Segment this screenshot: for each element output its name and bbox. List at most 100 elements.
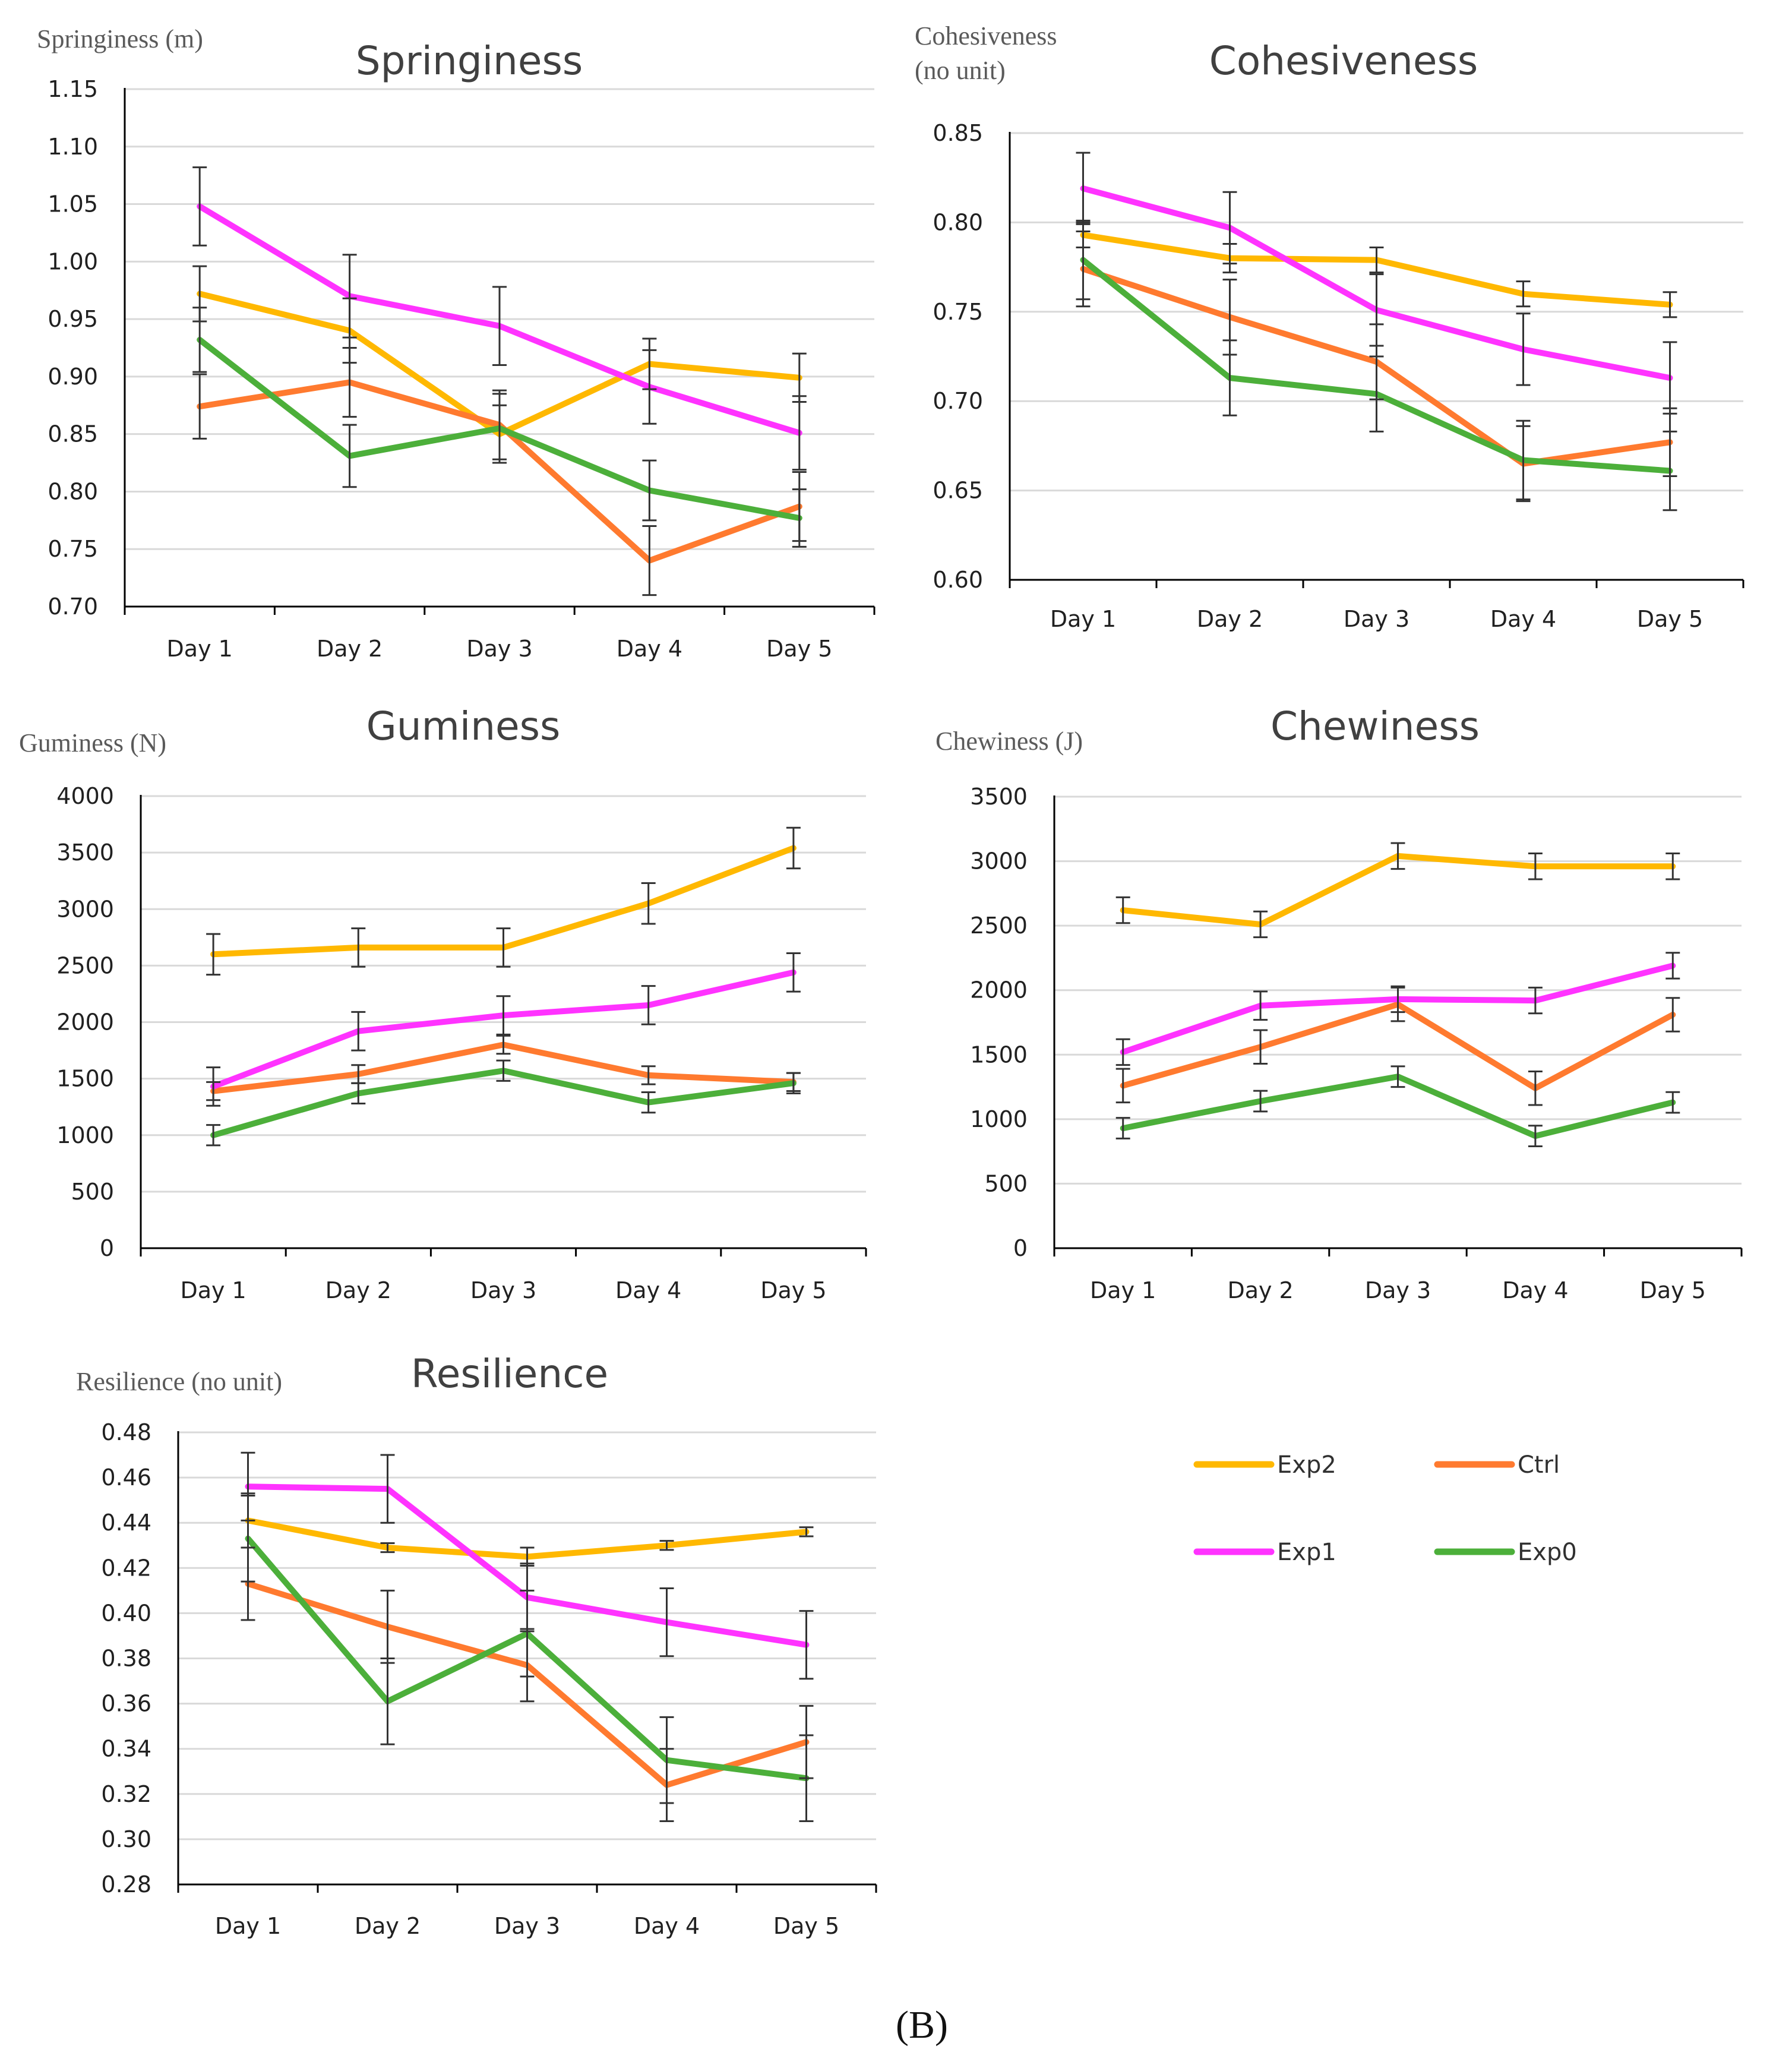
guminess-errorbar-exp2 <box>351 927 366 968</box>
springiness-errorbar-exp1 <box>342 254 357 339</box>
chewiness-errorbar-exp2 <box>1665 853 1680 880</box>
guminess-errorbar-exp0 <box>786 1072 801 1094</box>
guminess-ytick-label: 2500 <box>56 952 114 978</box>
cohesiveness-errorbar-exp1 <box>1663 341 1677 415</box>
chewiness-errorbar-exp1 <box>1115 1038 1130 1066</box>
cohesiveness-errorbar-exp0 <box>1222 339 1237 416</box>
cohesiveness-title: Cohesiveness <box>1209 38 1478 84</box>
springiness-errorbar-exp0 <box>642 459 657 522</box>
chewiness-ytick-label: 0 <box>1013 1235 1028 1261</box>
guminess-xtick-label: Day 4 <box>615 1277 681 1303</box>
guminess-ylabel: Guminess (N) <box>19 728 166 757</box>
resilience-ytick-label: 0.38 <box>101 1646 151 1672</box>
cohesiveness-ytick-label: 0.65 <box>933 478 983 504</box>
guminess-errorbar-exp1 <box>351 1011 366 1052</box>
springiness-title: Springiness <box>356 38 583 84</box>
guminess-ytick-label: 0 <box>100 1235 114 1261</box>
resilience-xtick-label: Day 3 <box>494 1913 560 1939</box>
legend-label: Ctrl <box>1518 1451 1560 1479</box>
resilience-errorbar-exp0 <box>241 1495 255 1583</box>
cohesiveness-errorbar-exp0 <box>1369 355 1384 432</box>
guminess-xtick-label: Day 2 <box>325 1277 391 1303</box>
cohesiveness-errorbar-exp1 <box>1222 191 1237 265</box>
resilience-ytick-label: 0.40 <box>101 1600 151 1626</box>
guminess-ytick-label: 4000 <box>56 783 114 809</box>
chewiness-ytick-label: 500 <box>984 1170 1028 1196</box>
guminess-errorbar-exp1 <box>206 1066 221 1107</box>
springiness-ytick-label: 0.90 <box>48 364 98 390</box>
cohesiveness-errorbar-exp0 <box>1076 219 1091 301</box>
resilience-ylabel: Resilience (no unit) <box>76 1367 282 1396</box>
chewiness-xtick-label: Day 2 <box>1227 1277 1293 1303</box>
guminess-xtick-label: Day 3 <box>470 1277 536 1303</box>
guminess-errorbar-exp2 <box>496 927 511 968</box>
chewiness-title: Chewiness <box>1270 703 1480 749</box>
cohesiveness-errorbar-exp1 <box>1369 273 1384 347</box>
guminess-ytick-label: 3500 <box>56 839 114 866</box>
chewiness-errorbar-exp1 <box>1665 952 1680 980</box>
chewiness-errorbar-exp0 <box>1115 1117 1130 1139</box>
resilience-errorbar-exp0 <box>520 1589 535 1678</box>
guminess-errorbar-exp2 <box>786 826 801 870</box>
cohesiveness-errorbar-exp2 <box>1663 291 1677 318</box>
springiness-errorbar-ctrl <box>342 347 357 418</box>
guminess-errorbar-exp1 <box>641 985 656 1025</box>
resilience-xtick-label: Day 1 <box>215 1913 281 1939</box>
cohesiveness-errorbar-exp0 <box>1516 419 1531 501</box>
springiness-errorbar-exp0 <box>792 488 807 548</box>
guminess-xtick-label: Day 5 <box>760 1277 826 1303</box>
cohesiveness-ylabel: (no unit) <box>915 56 1006 85</box>
springiness-xtick-label: Day 2 <box>317 636 383 662</box>
springiness-errorbar-exp0 <box>192 307 207 373</box>
cohesiveness-xtick-label: Day 4 <box>1490 606 1556 632</box>
cohesiveness-xtick-label: Day 2 <box>1197 606 1263 632</box>
springiness-errorbar-exp1 <box>792 395 807 471</box>
legend-item-ctrl: Ctrl <box>1434 1451 1560 1479</box>
cohesiveness-ytick-label: 0.70 <box>933 388 983 414</box>
guminess-errorbar-exp0 <box>351 1082 366 1104</box>
guminess-ytick-label: 1000 <box>56 1122 114 1148</box>
resilience-errorbar-exp0 <box>799 1734 814 1822</box>
chewiness-ytick-label: 3500 <box>970 784 1028 810</box>
resilience-errorbar-exp0 <box>380 1658 395 1745</box>
springiness-errorbar-exp1 <box>642 349 657 425</box>
cohesiveness-xtick-label: Day 5 <box>1637 606 1703 632</box>
chewiness-ytick-label: 2500 <box>970 913 1028 939</box>
springiness-ylabel: Springiness (m) <box>37 24 203 53</box>
legend: Exp2 Ctrl Exp1 Exp0 <box>1193 1451 1577 1566</box>
chewiness-chart: Chewiness Chewiness (J) 0 500 1000 1500 2000 25… <box>935 703 1743 1303</box>
springiness-ytick-label: 1.05 <box>48 191 98 217</box>
cohesiveness-ytick-label: 0.80 <box>933 209 983 235</box>
chewiness-ytick-label: 2000 <box>970 977 1028 1003</box>
guminess-errorbar-exp0 <box>641 1091 656 1114</box>
chewiness-errorbar-exp2 <box>1528 853 1543 880</box>
springiness-xtick-label: Day 5 <box>766 636 832 662</box>
guminess-xtick-label: Day 1 <box>180 1277 246 1303</box>
guminess-ytick-label: 500 <box>71 1179 114 1205</box>
cohesiveness-errorbar-exp1 <box>1516 312 1531 386</box>
guminess-ytick-label: 3000 <box>56 896 114 922</box>
chewiness-xtick-label: Day 3 <box>1365 1277 1431 1303</box>
legend-item-exp0: Exp0 <box>1434 1539 1577 1566</box>
chewiness-xtick-label: Day 1 <box>1090 1277 1156 1303</box>
guminess-errorbar-exp1 <box>786 952 801 993</box>
resilience-errorbar-exp2 <box>659 1540 674 1551</box>
springiness-errorbar-exp1 <box>492 286 507 367</box>
figure-label: (B) <box>896 2003 948 2047</box>
guminess-title: Guminess <box>366 703 561 749</box>
chewiness-errorbar-exp1 <box>1390 985 1405 1014</box>
springiness-chart: Springiness Springiness (m) 0.70 0.75 0.80 0.… <box>37 24 876 662</box>
springiness-ytick-label: 1.00 <box>48 248 98 274</box>
springiness-errorbar-ctrl <box>642 525 657 596</box>
guminess-errorbar-exp2 <box>206 933 221 976</box>
chewiness-errorbar-exp0 <box>1253 1090 1268 1113</box>
chewiness-xtick-label: Day 4 <box>1502 1277 1568 1303</box>
chewiness-ylabel: Chewiness (J) <box>935 727 1083 756</box>
resilience-errorbar-exp1 <box>659 1587 674 1658</box>
springiness-errorbar-ctrl <box>192 373 207 440</box>
resilience-xtick-label: Day 4 <box>634 1913 700 1939</box>
guminess-ytick-label: 1500 <box>56 1066 114 1092</box>
guminess-errorbar-ctrl <box>641 1065 656 1085</box>
guminess-errorbar-exp1 <box>496 995 511 1036</box>
